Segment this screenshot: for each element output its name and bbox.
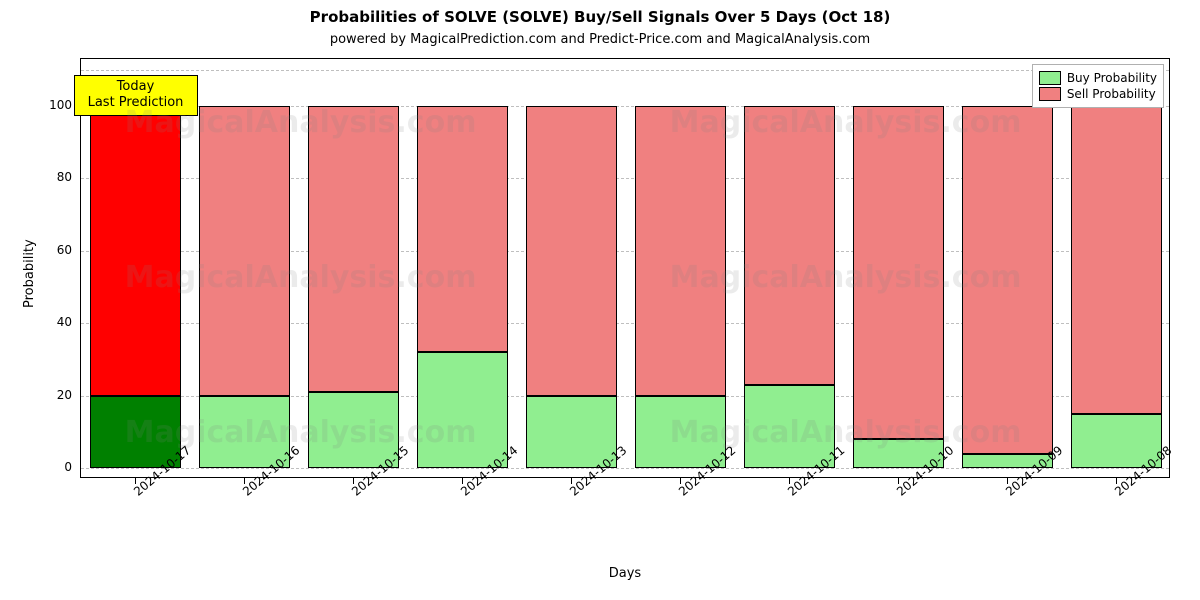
x-tick-label: 2024-10-15 [349, 488, 358, 499]
plot-area: TodayLast PredictionMagicalAnalysis.comM… [80, 58, 1170, 478]
x-tick-label: 2024-10-14 [458, 488, 467, 499]
buy-bar [417, 352, 507, 468]
x-tick-mark [680, 478, 681, 484]
y-tick-label: 100 [32, 98, 72, 112]
y-tick-label: 40 [32, 315, 72, 329]
sell-bar [853, 106, 943, 439]
x-tick-mark [898, 478, 899, 484]
legend-label: Sell Probability [1067, 87, 1156, 101]
x-tick-mark [1007, 478, 1008, 484]
sell-bar [1071, 106, 1161, 414]
x-tick-mark [353, 478, 354, 484]
x-tick-mark [462, 478, 463, 484]
sell-bar [744, 106, 834, 385]
grid-line [81, 468, 1169, 469]
sell-bar [417, 106, 507, 352]
x-tick-mark [1116, 478, 1117, 484]
annotation-line2: Last Prediction [88, 95, 184, 110]
y-tick-label: 20 [32, 388, 72, 402]
today-annotation: TodayLast Prediction [74, 75, 198, 116]
legend-item: Buy Probability [1039, 71, 1157, 85]
x-tick-mark [789, 478, 790, 484]
sell-bar [526, 106, 616, 396]
y-tick-label: 60 [32, 243, 72, 257]
x-tick-mark [571, 478, 572, 484]
annotation-line1: Today [117, 79, 155, 94]
legend-item: Sell Probability [1039, 87, 1157, 101]
x-tick-label: 2024-10-12 [676, 488, 685, 499]
legend: Buy Probability Sell Probability [1032, 64, 1164, 108]
sell-bar [199, 106, 289, 396]
x-tick-mark [244, 478, 245, 484]
buy-bar [744, 385, 834, 468]
sell-bar [308, 106, 398, 392]
x-tick-label: 2024-10-13 [567, 488, 576, 499]
x-tick-label: 2024-10-17 [131, 488, 140, 499]
chart-subtitle: powered by MagicalPrediction.com and Pre… [0, 32, 1200, 47]
legend-label: Buy Probability [1067, 71, 1157, 85]
x-axis-label: Days [80, 566, 1170, 581]
grid-line [81, 70, 1169, 71]
legend-swatch [1039, 87, 1061, 101]
y-tick-label: 80 [32, 170, 72, 184]
sell-bar [962, 106, 1052, 454]
x-tick-label: 2024-10-16 [240, 488, 249, 499]
x-tick-label: 2024-10-11 [785, 488, 794, 499]
y-tick-label: 0 [32, 460, 72, 474]
x-tick-label: 2024-10-10 [894, 488, 903, 499]
chart-title: Probabilities of SOLVE (SOLVE) Buy/Sell … [0, 8, 1200, 26]
sell-bar [90, 106, 180, 396]
legend-swatch [1039, 71, 1061, 85]
sell-bar [635, 106, 725, 396]
x-tick-label: 2024-10-08 [1112, 488, 1121, 499]
chart-container: Probabilities of SOLVE (SOLVE) Buy/Sell … [0, 0, 1200, 600]
x-tick-mark [135, 478, 136, 484]
x-tick-label: 2024-10-09 [1003, 488, 1012, 499]
